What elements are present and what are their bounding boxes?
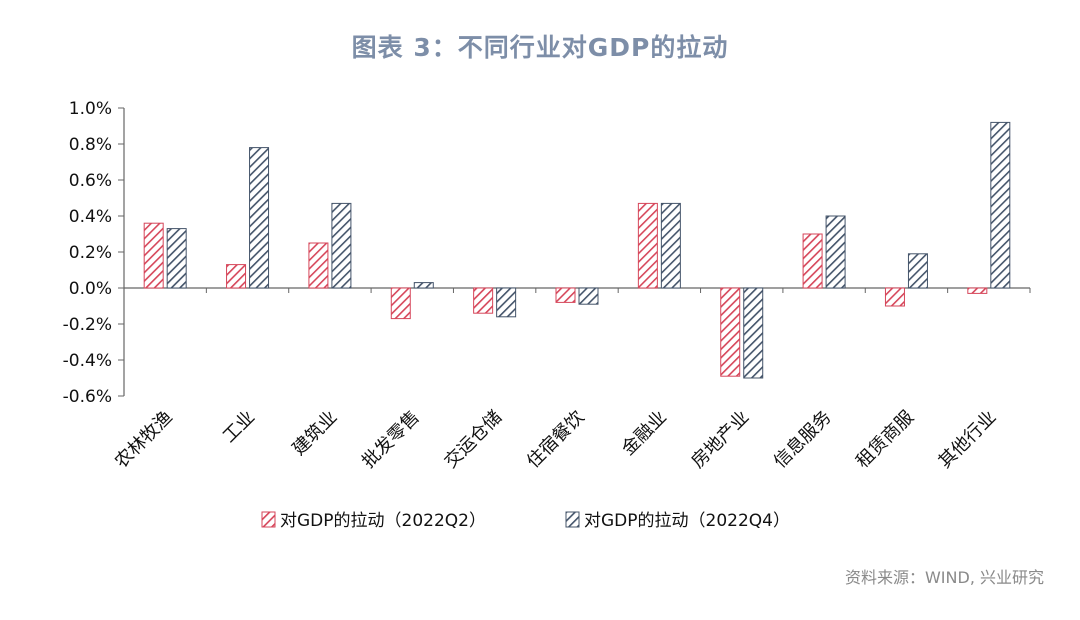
bar-2022q2 — [884, 287, 905, 307]
x-tick-label: 金融业 — [618, 407, 671, 460]
bar-2022q4 — [990, 121, 1011, 289]
x-axis — [123, 287, 1031, 293]
bar-2022q4 — [331, 202, 352, 289]
bar-2022q4 — [413, 282, 434, 289]
x-tick-label: 信息服务 — [770, 407, 836, 473]
bar-2022q2 — [555, 287, 576, 303]
bar-2022q4 — [743, 287, 764, 379]
y-tick-label: -0.4% — [63, 351, 112, 371]
legend-label-2022q2: 对GDP的拉动（2022Q2） — [280, 511, 486, 531]
y-tick-label: 1.0% — [69, 99, 112, 119]
bar-2022q2 — [720, 287, 741, 377]
bar-2022q2 — [967, 287, 988, 294]
y-tick-label: 0.6% — [69, 171, 112, 191]
x-tick-label: 其他行业 — [935, 407, 1001, 473]
bar-2022q2 — [143, 222, 164, 289]
bar-2022q2 — [390, 287, 411, 320]
y-tick-label: -0.6% — [63, 387, 112, 407]
bars-group — [143, 121, 1011, 379]
bar-2022q2 — [308, 242, 329, 289]
x-tick-label: 建筑业 — [288, 407, 341, 460]
bar-2022q4 — [249, 147, 270, 289]
x-tick-label: 住宿餐饮 — [523, 407, 589, 473]
bar-2022q4 — [496, 287, 517, 318]
bar-2022q2 — [226, 264, 247, 289]
y-tick-label: 0.4% — [69, 207, 112, 227]
x-tick-label: 租赁商服 — [852, 407, 918, 473]
bar-2022q4 — [578, 287, 599, 305]
x-tick-label: 农林牧渔 — [111, 407, 177, 473]
legend-label-2022q4: 对GDP的拉动（2022Q4） — [584, 511, 790, 531]
bar-2022q2 — [637, 202, 658, 289]
legend-swatch-2022q2 — [261, 511, 276, 528]
y-axis: 1.0% 0.8% 0.6% 0.4% 0.2% 0.0% -0.2% -0.4% -0.6% — [63, 99, 125, 407]
bar-2022q2 — [473, 287, 494, 314]
bar-2022q4 — [166, 228, 187, 289]
bar-2022q4 — [907, 253, 928, 289]
x-tick-labels: 农林牧渔 工业 建筑业 批发零售 交运仓储 住宿餐饮 金融业 房地产业 信息服务 租赁商服 其他行业 — [111, 407, 1000, 473]
bar-2022q4 — [825, 215, 846, 289]
legend-swatch-2022q4 — [565, 511, 580, 528]
bar-2022q4 — [660, 202, 681, 289]
chart-title: 图表 3：不同行业对GDP的拉动 — [351, 33, 729, 62]
y-tick-label: 0.0% — [69, 279, 112, 299]
x-tick-label: 工业 — [219, 407, 259, 447]
source-note: 资料来源：WIND, 兴业研究 — [844, 568, 1044, 587]
x-tick-label: 批发零售 — [358, 407, 424, 473]
x-tick-label: 房地产业 — [688, 407, 754, 473]
legend: 对GDP的拉动（2022Q2） 对GDP的拉动（2022Q4） — [261, 511, 790, 531]
x-tick-label: 交运仓储 — [440, 407, 506, 473]
y-tick-label: 0.2% — [69, 243, 112, 263]
y-tick-label: 0.8% — [69, 135, 112, 155]
bar-2022q2 — [802, 233, 823, 289]
y-tick-label: -0.2% — [63, 315, 112, 335]
